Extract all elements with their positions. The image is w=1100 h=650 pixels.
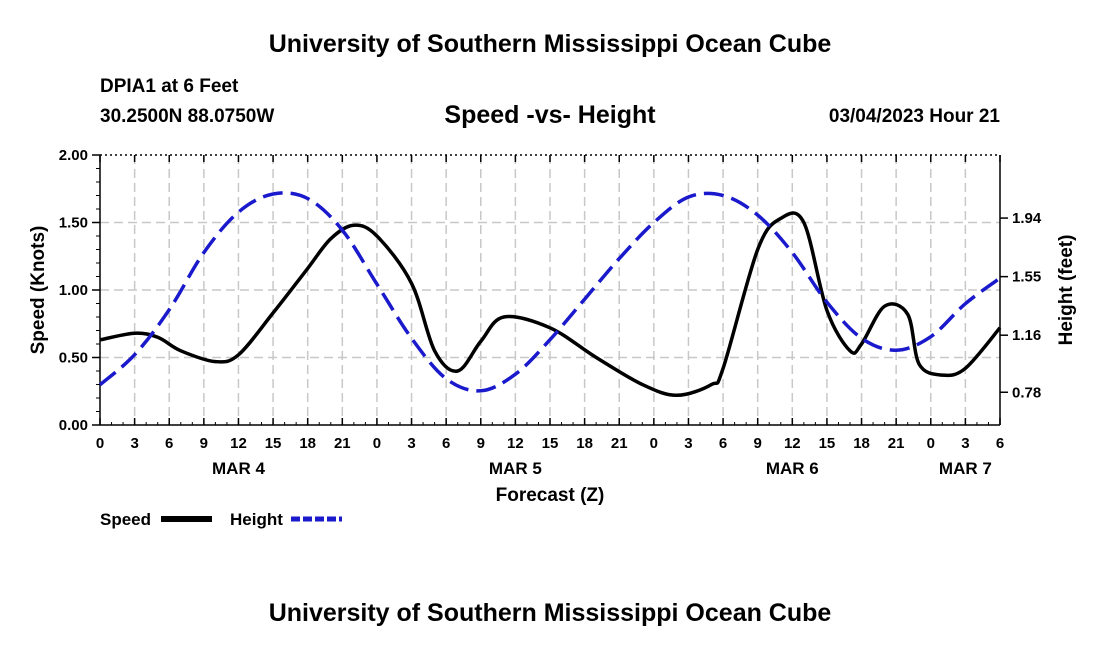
y2-tick-label: 1.16 xyxy=(1012,327,1041,344)
x-axis-label: Forecast (Z) xyxy=(496,485,605,506)
x-tick-label: 15 xyxy=(542,435,559,452)
y2-axis-label: Height (feet) xyxy=(1056,235,1077,346)
y-tick-label: 1.50 xyxy=(59,215,88,232)
x-tick-label: 9 xyxy=(200,435,208,452)
x-tick-label: 21 xyxy=(611,435,628,452)
y-axis-label: Speed (Knots) xyxy=(28,226,49,355)
station-label: DPIA1 at 6 Feet xyxy=(100,76,239,97)
x-tick-label: 12 xyxy=(507,435,524,452)
x-tick-label: 6 xyxy=(442,435,450,452)
series-line-height xyxy=(98,191,1002,393)
x-tick-label: 18 xyxy=(576,435,593,452)
chart-title: University of Southern Mississippi Ocean… xyxy=(268,30,832,58)
y-tick-label: 0.00 xyxy=(59,417,88,434)
x-tick-label: 15 xyxy=(819,435,836,452)
series-line-speed xyxy=(99,211,1002,398)
x-tick-label: 0 xyxy=(927,435,935,452)
day-label: MAR 4 xyxy=(212,459,265,478)
x-tick-label: 12 xyxy=(784,435,801,452)
y-tick-label: 2.00 xyxy=(59,147,88,164)
x-tick-label: 21 xyxy=(334,435,351,452)
coordinates-label: 30.2500N 88.0750W xyxy=(100,106,275,127)
x-tick-label: 3 xyxy=(130,435,138,452)
y2-tick-label: 1.55 xyxy=(1012,269,1041,286)
x-tick-label: 15 xyxy=(265,435,282,452)
day-label: MAR 7 xyxy=(939,459,992,478)
y2-tick-label: 1.94 xyxy=(1012,210,1042,227)
footer-title: University of Southern Mississippi Ocean… xyxy=(268,599,832,627)
x-tick-label: 0 xyxy=(373,435,381,452)
y2-tick-label: 0.78 xyxy=(1012,384,1041,401)
x-tick-label: 21 xyxy=(888,435,905,452)
x-tick-label: 18 xyxy=(853,435,870,452)
x-tick-label: 0 xyxy=(96,435,104,452)
y-tick-label: 1.00 xyxy=(59,282,88,299)
x-tick-label: 3 xyxy=(961,435,969,452)
x-tick-label: 3 xyxy=(684,435,692,452)
x-tick-label: 6 xyxy=(719,435,727,452)
legend-label-speed: Speed xyxy=(100,510,151,529)
x-tick-label: 0 xyxy=(650,435,658,452)
y-tick-label: 0.50 xyxy=(59,350,88,367)
x-tick-label: 12 xyxy=(230,435,247,452)
legend-label-height: Height xyxy=(230,510,283,529)
x-tick-label: 6 xyxy=(996,435,1004,452)
forecast-datetime: 03/04/2023 Hour 21 xyxy=(828,106,1000,127)
x-tick-label: 18 xyxy=(299,435,316,452)
day-label: MAR 5 xyxy=(489,459,542,478)
x-tick-label: 9 xyxy=(477,435,485,452)
x-tick-label: 9 xyxy=(754,435,762,452)
day-label: MAR 6 xyxy=(766,459,819,478)
x-tick-label: 6 xyxy=(165,435,173,452)
x-tick-label: 3 xyxy=(407,435,415,452)
chart-subtitle: Speed -vs- Height xyxy=(444,101,656,129)
